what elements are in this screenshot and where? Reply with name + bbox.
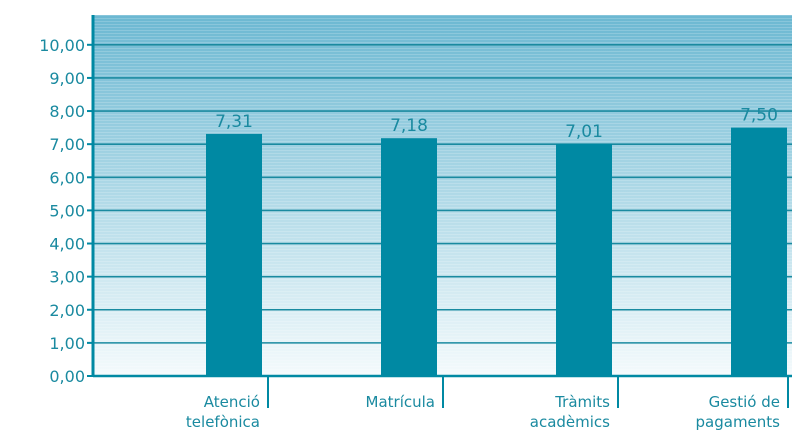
- category-labels: Atenció telefònica Matrícula Tràmits acadèmi…: [186, 393, 780, 431]
- y-tick-label: 1,00: [49, 334, 85, 353]
- category-label: Matrícula: [366, 393, 435, 411]
- data-labels: 7,31 7,18 7,01 7,50: [215, 106, 778, 142]
- y-tick-label: 2,00: [49, 301, 85, 320]
- y-tick-label: 3,00: [49, 268, 85, 287]
- bars: [206, 127, 787, 377]
- category-label: Atenció: [204, 393, 260, 411]
- data-label: 7,31: [215, 112, 253, 132]
- category-label: telefònica: [186, 413, 260, 431]
- category-label: Gestió de: [709, 393, 780, 411]
- plot-texture: [93, 15, 792, 376]
- y-tick-label: 6,00: [49, 168, 85, 187]
- bar: [731, 127, 787, 377]
- y-tick-label: 5,00: [49, 201, 85, 220]
- category-label: acadèmics: [530, 413, 610, 431]
- y-tick-label: 10,00: [39, 36, 85, 55]
- category-label: Tràmits: [554, 393, 610, 411]
- category-label: pagaments: [696, 413, 781, 431]
- y-axis-tick-labels: 0,00 1,00 2,00 3,00 4,00 5,00 6,00 7,00 8,00 9,00…: [39, 36, 85, 386]
- bar: [206, 133, 262, 376]
- bar: [381, 138, 437, 376]
- y-tick-label: 9,00: [49, 69, 85, 88]
- axes: [91, 15, 792, 378]
- data-label: 7,50: [740, 106, 778, 126]
- data-label: 7,18: [390, 116, 428, 136]
- plot-background: [93, 15, 792, 376]
- y-tick-label: 0,00: [49, 367, 85, 386]
- y-tick-label: 7,00: [49, 135, 85, 154]
- y-tick-label: 4,00: [49, 235, 85, 254]
- data-label: 7,01: [565, 122, 603, 142]
- y-tick-label: 8,00: [49, 102, 85, 121]
- bar: [556, 143, 612, 376]
